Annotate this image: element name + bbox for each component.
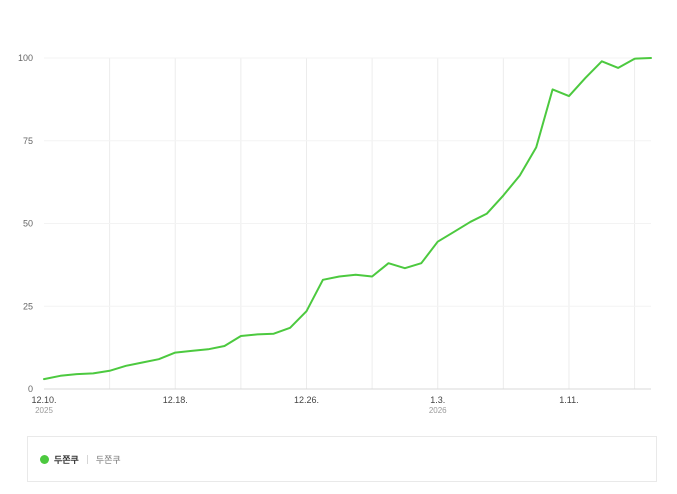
legend-series-sub: 두쫀쿠 <box>95 454 121 465</box>
x-tick-label: 12.10. <box>31 395 56 405</box>
x-tick-label: 12.26. <box>294 395 319 405</box>
x-tick-label: 1.3. <box>430 395 445 405</box>
x-tick-label: 1.11. <box>559 395 578 405</box>
legend-series-name[interactable]: 두쫀쿠 <box>54 454 79 465</box>
x-tick-year-label: 2026 <box>429 406 447 415</box>
y-tick-label: 50 <box>23 219 33 229</box>
y-tick-label: 25 <box>23 301 33 311</box>
legend-divider <box>86 454 88 464</box>
legend: 두쫀쿠 두쫀쿠 <box>27 436 657 482</box>
horizontal-gridlines <box>44 57 651 390</box>
y-tick-label: 100 <box>18 53 33 63</box>
series-line <box>43 57 652 381</box>
y-tick-label: 75 <box>23 136 33 146</box>
x-tick-year-label: 2025 <box>35 406 53 415</box>
y-tick-label: 0 <box>28 384 33 394</box>
series-lines <box>43 57 652 381</box>
y-axis-ticks: 0 25 50 75 100 <box>18 53 33 394</box>
x-tick-label: 12.18. <box>163 395 188 405</box>
line-chart: 0 25 50 75 100 12.10.2025 12.18. 12.26. 1.3.202… <box>18 53 652 415</box>
x-axis-ticks: 12.10.2025 12.18. 12.26. 1.3.2026 1.11. <box>31 395 578 415</box>
legend-dot-icon <box>40 454 49 464</box>
